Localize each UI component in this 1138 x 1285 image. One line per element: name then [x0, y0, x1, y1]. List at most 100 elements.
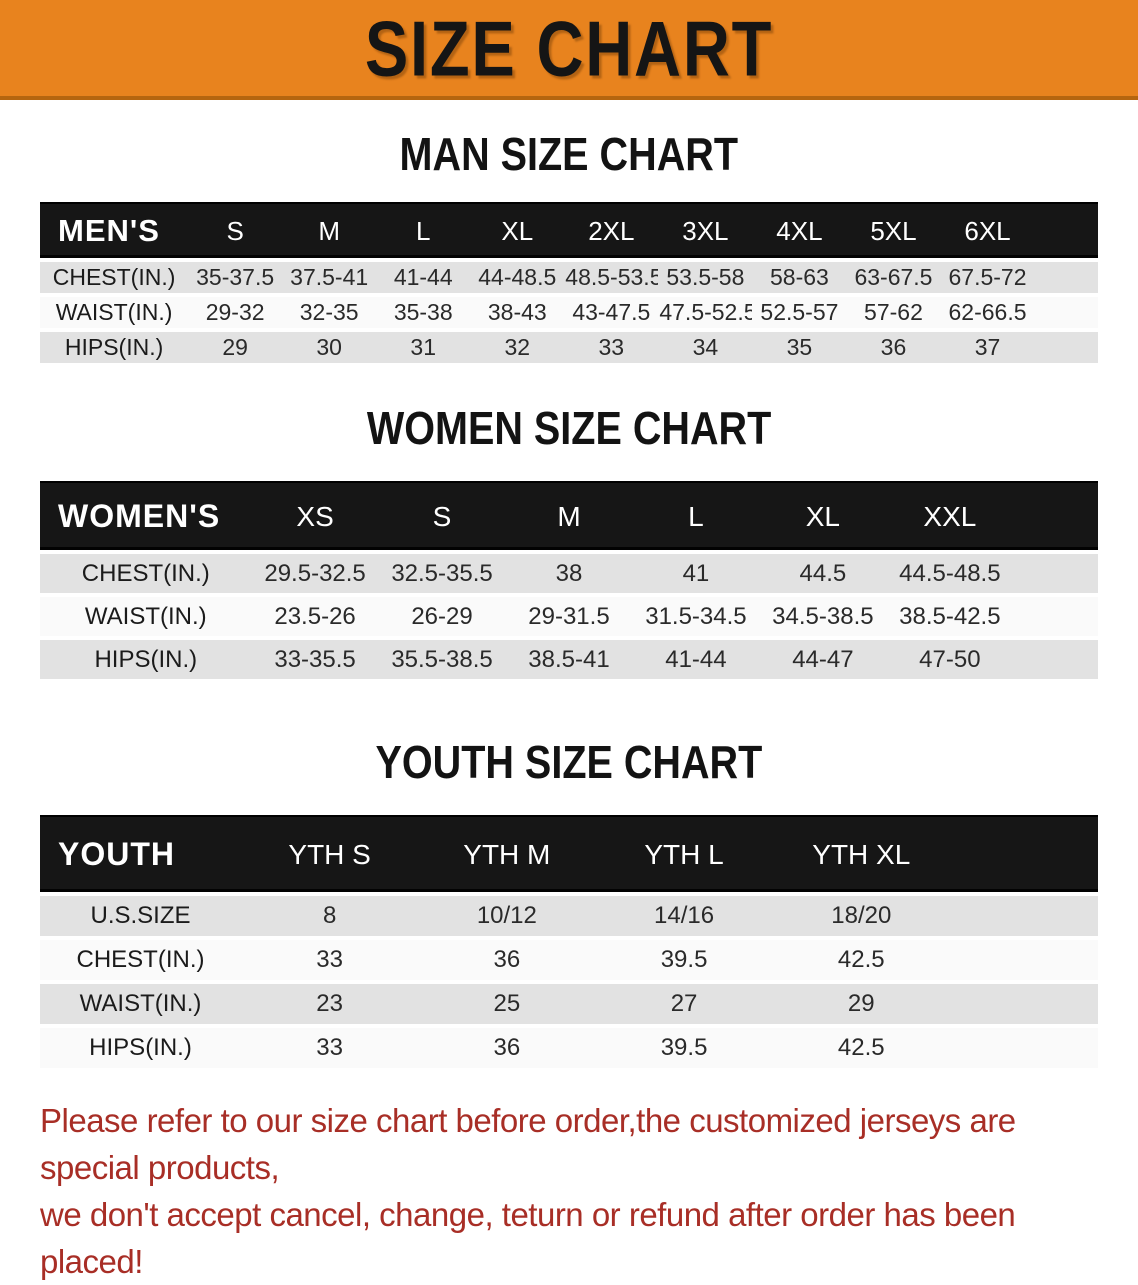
- size-value-cell: 26-29: [378, 597, 506, 640]
- youth-size-table-wrap: YOUTH YTH S YTH M YTH L YTH XL U.S.SIZE 8 10/12…: [0, 815, 1138, 1072]
- youth-section-heading: YOUTH SIZE CHART: [375, 736, 763, 788]
- measurement-label: HIPS(IN.): [40, 1028, 242, 1072]
- measurement-row: WAIST(IN.) 29-32 32-35 35-38 38-43 43-47.5 47.…: [40, 297, 1098, 332]
- size-value-cell: 31.5-34.5: [632, 597, 760, 640]
- size-value-cell: 67.5-72: [940, 262, 1035, 297]
- size-column-header: YTH XL: [772, 815, 950, 896]
- size-column-header: M: [505, 481, 633, 554]
- size-column-header: YTH M: [418, 815, 596, 896]
- size-value-cell: 29.5-32.5: [251, 554, 379, 597]
- header-spacer-cell: [949, 815, 1098, 896]
- measurement-label: WAIST(IN.): [40, 597, 252, 640]
- row-spacer-cell: [1034, 332, 1098, 367]
- disclaimer-line-1: Please refer to our size chart before or…: [40, 1102, 1016, 1186]
- size-value-cell: 37: [940, 332, 1035, 367]
- size-value-cell: 37.5-41: [282, 262, 377, 297]
- table-category-header: WOMEN'S: [40, 481, 252, 554]
- measurement-label: WAIST(IN.): [40, 297, 189, 332]
- measurement-row: CHEST(IN.) 35-37.5 37.5-41 41-44 44-48.5 48.5…: [40, 262, 1098, 297]
- disclaimer-line-2: we don't accept cancel, change, teturn o…: [40, 1195, 1016, 1280]
- size-value-cell: 29-32: [188, 297, 283, 332]
- size-column-header: 4XL: [752, 202, 847, 262]
- size-value-cell: 35.5-38.5: [378, 640, 506, 683]
- size-value-cell: 57-62: [846, 297, 941, 332]
- size-column-header: YTH S: [241, 815, 419, 896]
- size-value-cell: 63-67.5: [846, 262, 941, 297]
- header-spacer-cell: [1034, 202, 1098, 262]
- banner-title: SIZE CHART: [364, 4, 774, 92]
- size-value-cell: 31: [376, 332, 471, 367]
- measurement-label: HIPS(IN.): [40, 640, 252, 683]
- size-value-cell: 62-66.5: [940, 297, 1035, 332]
- size-column-header: XL: [470, 202, 565, 262]
- size-value-cell: 23: [241, 984, 419, 1028]
- size-value-cell: 41: [632, 554, 760, 597]
- row-spacer-cell: [949, 940, 1098, 984]
- size-value-cell: 18/20: [772, 896, 950, 940]
- size-value-cell: 38.5-41: [505, 640, 633, 683]
- size-column-header: S: [378, 481, 506, 554]
- order-disclaimer: Please refer to our size chart before or…: [40, 1098, 1100, 1285]
- size-column-header: L: [376, 202, 471, 262]
- size-value-cell: 41-44: [376, 262, 471, 297]
- size-value-cell: 25: [418, 984, 596, 1028]
- size-value-cell: 35-37.5: [188, 262, 283, 297]
- size-value-cell: 47-50: [886, 640, 1014, 683]
- measurement-row: CHEST(IN.) 33 36 39.5 42.5: [40, 940, 1098, 984]
- size-column-header: XXL: [886, 481, 1014, 554]
- measurement-row: HIPS(IN.) 33 36 39.5 42.5: [40, 1028, 1098, 1072]
- size-value-cell: 34.5-38.5: [759, 597, 887, 640]
- measurement-label: WAIST(IN.): [40, 984, 242, 1028]
- size-value-cell: 38-43: [470, 297, 565, 332]
- size-value-cell: 44-48.5: [470, 262, 565, 297]
- size-value-cell: 38: [505, 554, 633, 597]
- size-value-cell: 52.5-57: [752, 297, 847, 332]
- size-value-cell: 42.5: [772, 1028, 950, 1072]
- size-column-header: 5XL: [846, 202, 941, 262]
- row-spacer-cell: [949, 896, 1098, 940]
- women-section-heading: WOMEN SIZE CHART: [366, 402, 772, 454]
- size-value-cell: 36: [846, 332, 941, 367]
- size-value-cell: 58-63: [752, 262, 847, 297]
- size-value-cell: 33: [564, 332, 659, 367]
- size-value-cell: 29-31.5: [505, 597, 633, 640]
- measurement-row: CHEST(IN.) 29.5-32.5 32.5-35.5 38 41 44.5 44.5…: [40, 554, 1098, 597]
- size-value-cell: 48.5-53.5: [564, 262, 659, 297]
- size-value-cell: 8: [241, 896, 419, 940]
- row-spacer-cell: [1013, 554, 1098, 597]
- measurement-label: CHEST(IN.): [40, 940, 242, 984]
- size-value-cell: 14/16: [595, 896, 773, 940]
- table-category-header: YOUTH: [40, 815, 242, 896]
- size-value-cell: 39.5: [595, 940, 773, 984]
- size-value-cell: 23.5-26: [251, 597, 379, 640]
- size-value-cell: 42.5: [772, 940, 950, 984]
- size-value-cell: 32.5-35.5: [378, 554, 506, 597]
- size-value-cell: 41-44: [632, 640, 760, 683]
- row-spacer-cell: [1013, 640, 1098, 683]
- size-value-cell: 34: [658, 332, 753, 367]
- size-value-cell: 39.5: [595, 1028, 773, 1072]
- size-value-cell: 38.5-42.5: [886, 597, 1014, 640]
- man-section-heading: MAN SIZE CHART: [399, 128, 739, 180]
- row-spacer-cell: [949, 1028, 1098, 1072]
- size-value-cell: 27: [595, 984, 773, 1028]
- size-value-cell: 36: [418, 940, 596, 984]
- size-chart-banner: SIZE CHART: [0, 0, 1138, 100]
- size-value-cell: 29: [188, 332, 283, 367]
- size-column-header: 2XL: [564, 202, 659, 262]
- size-column-header: YTH L: [595, 815, 773, 896]
- size-value-cell: 30: [282, 332, 377, 367]
- size-header-row: WOMEN'S XS S M L XL XXL: [40, 481, 1098, 554]
- size-value-cell: 35-38: [376, 297, 471, 332]
- women-size-table: WOMEN'S XS S M L XL XXL CHEST(IN.) 29.5-32.5 32.5…: [40, 481, 1098, 683]
- size-value-cell: 35: [752, 332, 847, 367]
- measurement-label: CHEST(IN.): [40, 554, 252, 597]
- measurement-row: HIPS(IN.) 29 30 31 32 33 34 35 36 37: [40, 332, 1098, 367]
- size-value-cell: 47.5-52.5: [658, 297, 753, 332]
- man-size-table-wrap: MEN'S S M L XL 2XL 3XL 4XL 5XL 6XL CHEST(IN.) 35-37…: [0, 202, 1138, 367]
- size-value-cell: 32-35: [282, 297, 377, 332]
- man-size-table: MEN'S S M L XL 2XL 3XL 4XL 5XL 6XL CHEST(IN.) 35-37…: [40, 202, 1098, 367]
- measurement-label: CHEST(IN.): [40, 262, 189, 297]
- row-spacer-cell: [1034, 297, 1098, 332]
- size-column-header: 6XL: [940, 202, 1035, 262]
